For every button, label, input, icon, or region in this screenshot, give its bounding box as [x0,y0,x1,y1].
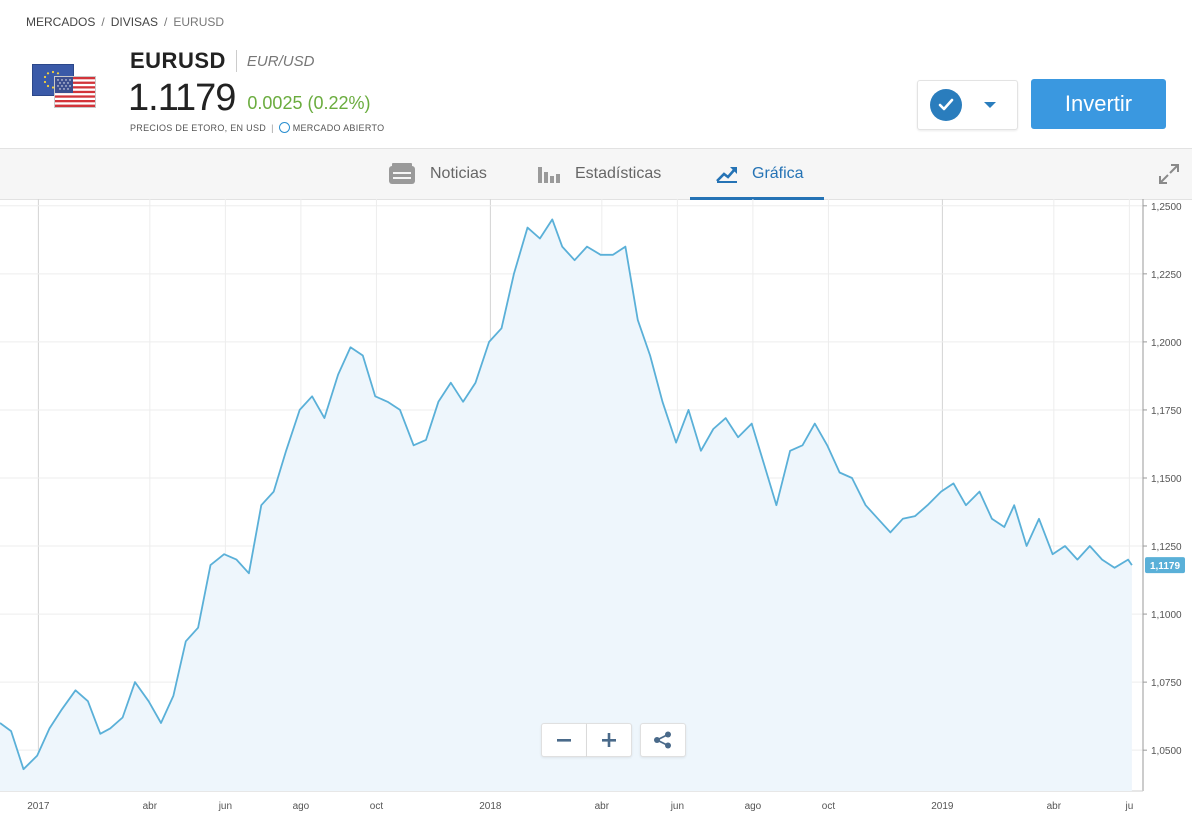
market-status: MERCADO ABIERTO [292,122,385,133]
check-icon [930,89,962,121]
tab-news-label: Noticias [430,165,487,182]
x-tick-label: jun [670,801,684,812]
breadcrumb-markets[interactable]: MERCADOS [26,15,96,29]
tab-bar: Noticias Estadísticas Gráfica [0,148,1192,200]
y-tick-label: 1,2000 [1151,338,1182,349]
y-tick-label: 1,1000 [1151,610,1182,621]
breadcrumb-currencies[interactable]: DIVISAS [110,15,159,29]
tab-stats[interactable]: Estadísticas [537,149,661,199]
zoom-in-button[interactable] [587,723,632,757]
y-tick-label: 1,0500 [1151,746,1182,757]
y-tick-label: 1,1750 [1151,406,1182,417]
share-button[interactable] [640,723,686,757]
x-tick-label: abr [143,801,158,812]
watchlist-button[interactable] [917,80,1018,130]
x-tick-label: 2019 [931,801,954,812]
tab-chart[interactable]: Gráfica [690,149,824,200]
us-flag-icon [54,76,96,108]
x-tick-label: ago [745,801,762,812]
chevron-down-icon[interactable] [984,102,996,108]
breadcrumb-current: EURUSD [173,15,225,29]
series-area [0,219,1132,791]
x-tick-label: oct [370,801,384,812]
stats-icon [538,167,560,183]
y-tick-label: 1,2250 [1151,270,1182,281]
clock-icon [278,122,290,133]
price-source: PRECIOS DE ETORO, EN USD [130,122,267,133]
tab-chart-label: Gráfica [752,165,804,182]
instrument-fullname: EUR/USD [246,52,315,70]
tab-stats-label: Estadísticas [575,165,662,182]
info-divider: | [271,122,274,133]
expand-icon[interactable] [1158,163,1180,185]
instrument-flags-icon [32,62,98,110]
title-divider [235,50,237,72]
x-tick-label: jun [218,801,232,812]
y-tick-label: 1,1500 [1151,474,1182,485]
chart-trend-icon [716,167,737,183]
invest-button[interactable]: Invertir [1031,79,1166,129]
price-row: 1.1179 0.0025 (0.22%) [128,78,371,118]
tab-news[interactable]: Noticias [388,149,487,199]
share-icon [654,731,671,749]
breadcrumb: MERCADOS / DIVISAS / EURUSD [26,15,224,29]
y-tick-label: 1,1250 [1151,542,1182,553]
zoom-out-button[interactable] [541,723,587,757]
last-value-label: 1,1179 [1150,561,1180,572]
current-price: 1.1179 [128,77,236,119]
instrument-ticker: EURUSD [130,48,226,73]
x-tick-label: abr [1047,801,1062,812]
y-tick-label: 1,0750 [1151,678,1182,689]
y-tick-label: 1,2500 [1151,202,1182,213]
instrument-title: EURUSD EUR/USD [130,48,314,74]
x-tick-label: 2018 [479,801,502,812]
zoom-controls [541,723,632,757]
x-tick-label: oct [822,801,836,812]
price-chart[interactable]: 2017 abr jun ago oct 2018 abr jun ago oct 2019 abr j… [0,199,1192,819]
news-icon [389,163,415,184]
price-info: PRECIOS DE ETORO, EN USD | MERCADO ABIER… [130,122,384,133]
breadcrumb-separator: / [164,15,168,29]
series-line [0,218,1133,771]
x-tick-label: 2017 [27,801,50,812]
x-tick-label: abr [595,801,610,812]
last-value-badge [1145,557,1185,574]
x-tick-label: ago [293,801,310,812]
x-tick-label: ju [1124,801,1133,812]
price-change: 0.0025 (0.22%) [247,93,371,113]
breadcrumb-separator: / [101,15,105,29]
